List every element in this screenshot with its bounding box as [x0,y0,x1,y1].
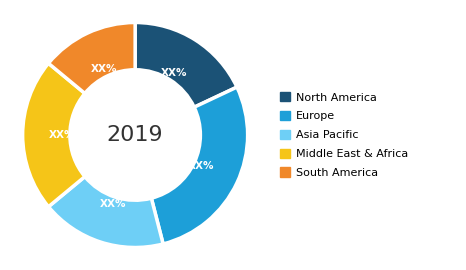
Text: XX%: XX% [91,64,117,74]
Wedge shape [48,177,163,248]
Text: XX%: XX% [49,130,75,140]
Wedge shape [135,22,237,107]
Text: XX%: XX% [188,161,214,171]
Text: XX%: XX% [161,69,187,79]
Text: XX%: XX% [99,199,126,209]
Wedge shape [151,87,247,244]
Wedge shape [23,63,85,207]
Text: 2019: 2019 [107,125,164,145]
Legend: North America, Europe, Asia Pacific, Middle East & Africa, South America: North America, Europe, Asia Pacific, Mid… [277,89,411,181]
Wedge shape [48,22,135,93]
